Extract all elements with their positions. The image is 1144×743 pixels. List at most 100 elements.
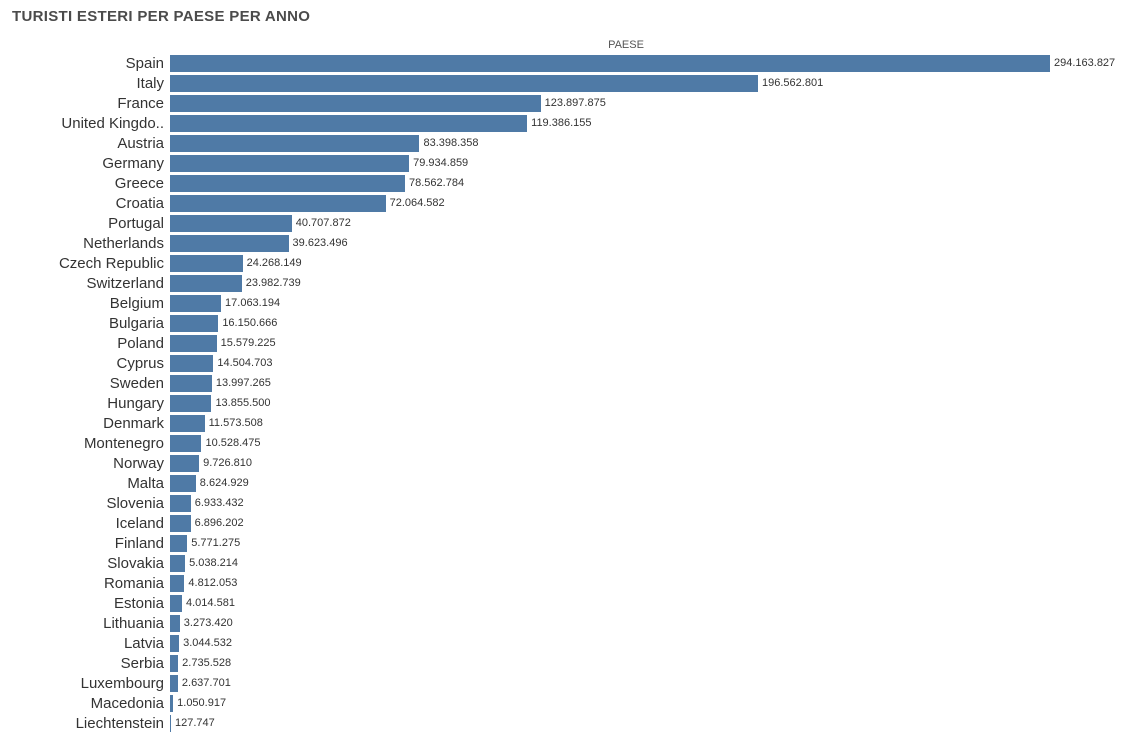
bar[interactable] [170,475,196,492]
bar-track: 196.562.801 [170,73,1132,93]
value-label: 15.579.225 [217,337,276,349]
bar[interactable] [170,155,409,172]
chart-row: Cyprus14.504.703 [12,353,1132,373]
bar-track: 79.934.859 [170,153,1132,173]
bar-track: 83.398.358 [170,133,1132,153]
chart-row: Sweden 13.997.265 [12,373,1132,393]
bar[interactable] [170,535,187,552]
bar[interactable] [170,675,178,692]
row-label: Spain [12,55,170,72]
bar[interactable] [170,335,217,352]
row-label: Slovenia [12,495,170,512]
row-label: Liechtenstein [12,715,170,732]
bar[interactable] [170,355,213,372]
chart-row: Netherlands 39.623.496 [12,233,1132,253]
row-label: United Kingdo.. [12,115,170,132]
value-label: 72.064.582 [386,197,445,209]
value-label: 11.573.508 [205,417,263,429]
bar-track: 13.997.265 [170,373,1132,393]
row-label: Sweden [12,375,170,392]
row-label: Germany [12,155,170,172]
row-label: Latvia [12,635,170,652]
bar[interactable] [170,395,211,412]
bar[interactable] [170,655,178,672]
chart-row: Portugal40.707.872 [12,213,1132,233]
bar[interactable] [170,595,182,612]
chart-row: Finland 5.771.275 [12,533,1132,553]
value-label: 196.562.801 [758,77,823,89]
bar-track: 15.579.225 [170,333,1132,353]
bar[interactable] [170,215,292,232]
bar-track: 72.064.582 [170,193,1132,213]
row-label: Denmark [12,415,170,432]
bar[interactable] [170,235,289,252]
row-label: Croatia [12,195,170,212]
bar[interactable] [170,95,541,112]
bar-track: 10.528.475 [170,433,1132,453]
value-label: 4.812.053 [184,577,237,589]
bar[interactable] [170,175,405,192]
bar-track: 24.268.149 [170,253,1132,273]
bar-track: 119.386.155 [170,113,1132,133]
row-label: Finland [12,535,170,552]
row-label: Malta [12,475,170,492]
bar-track: 17.063.194 [170,293,1132,313]
bar[interactable] [170,515,191,532]
bar[interactable] [170,195,386,212]
row-label: Bulgaria [12,315,170,332]
bar[interactable] [170,135,419,152]
chart-area: Spain294.163.827Italy196.562.801France12… [12,53,1132,733]
value-label: 3.044.532 [179,637,232,649]
value-label: 123.897.875 [541,97,606,109]
chart-row: Italy196.562.801 [12,73,1132,93]
bar[interactable] [170,615,180,632]
row-label: Serbia [12,655,170,672]
bar[interactable] [170,255,243,272]
value-label: 17.063.194 [221,297,280,309]
bar[interactable] [170,375,212,392]
chart-row: Macedonia1.050.917 [12,693,1132,713]
value-label: 13.855.500 [211,397,270,409]
value-label: 78.562.784 [405,177,464,189]
value-label: 5.771.275 [187,537,240,549]
chart-row: United Kingdo..119.386.155 [12,113,1132,133]
value-label: 3.273.420 [180,617,233,629]
bar[interactable] [170,575,184,592]
bar[interactable] [170,635,179,652]
bar-track: 2.735.528 [170,653,1132,673]
row-label: Lithuania [12,615,170,632]
bar[interactable] [170,115,527,132]
value-label: 13.997.265 [212,377,271,389]
chart-row: Lithuania 3.273.420 [12,613,1132,633]
value-label: 6.933.432 [191,497,244,509]
bar[interactable] [170,55,1050,72]
bar-track: 8.624.929 [170,473,1132,493]
bar[interactable] [170,275,242,292]
bar[interactable] [170,415,205,432]
row-label: Netherlands [12,235,170,252]
chart-row: Slovenia 6.933.432 [12,493,1132,513]
value-label: 1.050.917 [173,697,226,709]
value-label: 23.982.739 [242,277,301,289]
bar[interactable] [170,75,758,92]
value-label: 39.623.496 [289,237,348,249]
bar[interactable] [170,295,221,312]
chart-row: Slovakia5.038.214 [12,553,1132,573]
chart-row: Liechtenstein127.747 [12,713,1132,733]
bar[interactable] [170,555,185,572]
row-label: Estonia [12,595,170,612]
chart-row: Poland15.579.225 [12,333,1132,353]
bar-track: 9.726.810 [170,453,1132,473]
row-label: Austria [12,135,170,152]
chart-row: Luxembourg2.637.701 [12,673,1132,693]
bar[interactable] [170,455,199,472]
row-label: Norway [12,455,170,472]
value-label: 16.150.666 [218,317,277,329]
value-label: 24.268.149 [243,257,302,269]
chart-row: Malta8.624.929 [12,473,1132,493]
bar[interactable] [170,435,201,452]
bar-track: 2.637.701 [170,673,1132,693]
bar[interactable] [170,315,218,332]
bar[interactable] [170,495,191,512]
value-label: 6.896.202 [191,517,244,529]
